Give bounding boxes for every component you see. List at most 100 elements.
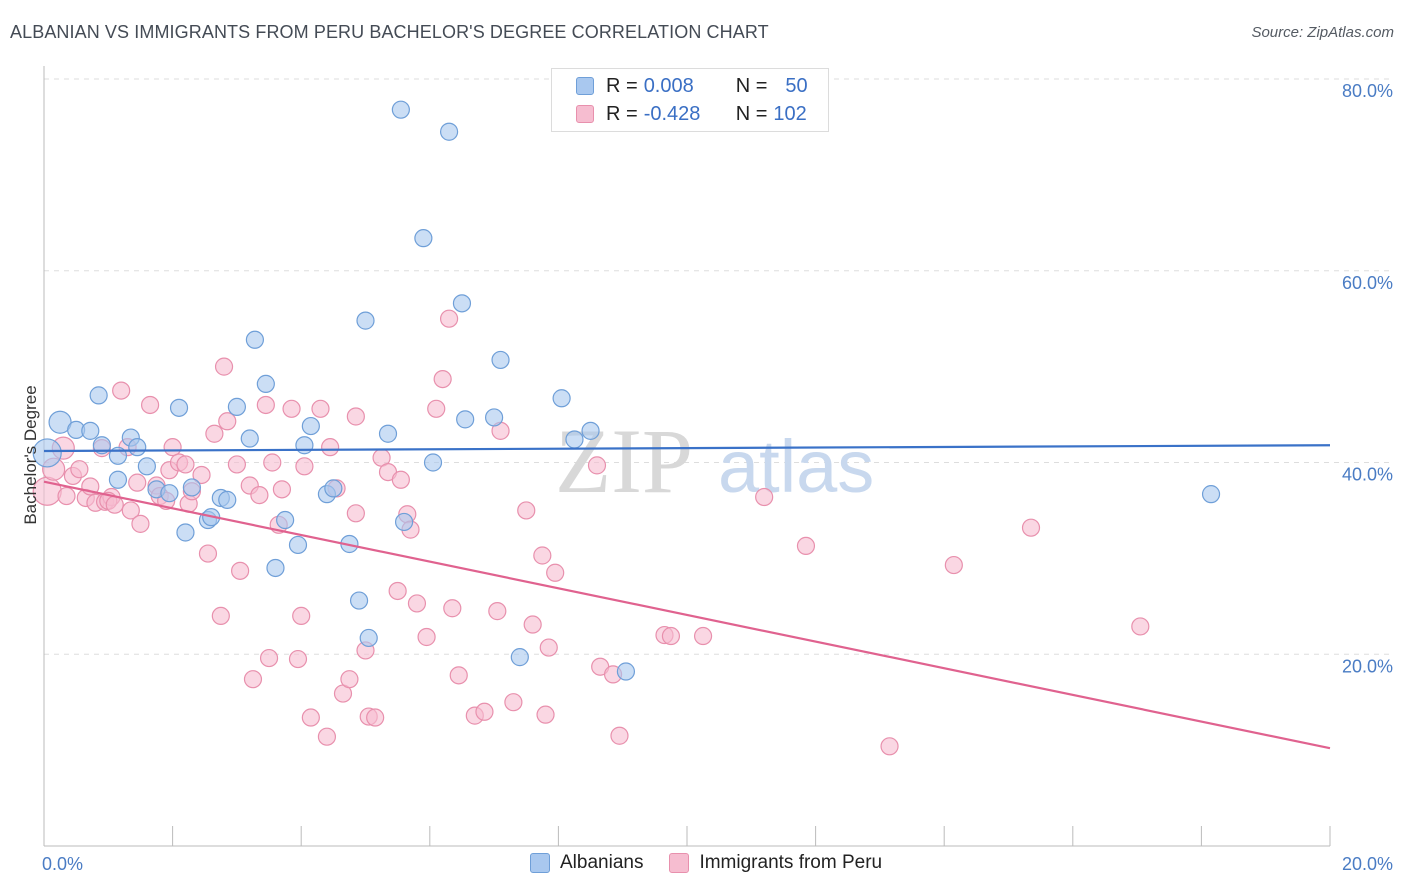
peru-point bbox=[523, 615, 542, 634]
albanians-point bbox=[137, 457, 156, 476]
albanians-point bbox=[276, 510, 295, 530]
albanians-point bbox=[456, 410, 475, 429]
peru-point bbox=[205, 424, 224, 443]
peru-point bbox=[57, 486, 76, 506]
peru-point bbox=[259, 648, 279, 668]
peru-point bbox=[321, 438, 340, 457]
peru-point bbox=[112, 381, 131, 400]
albanians-point bbox=[485, 408, 504, 427]
y-axis-label: Bachelor's Degree bbox=[21, 385, 40, 524]
peru-point bbox=[755, 487, 774, 507]
albanians-point bbox=[227, 397, 246, 416]
albanians-point bbox=[349, 591, 369, 610]
albanians-point bbox=[439, 122, 459, 141]
peru-point bbox=[128, 473, 147, 492]
y-tick-label: 80.0% bbox=[1342, 81, 1393, 101]
peru-point bbox=[340, 670, 359, 689]
peru-point bbox=[796, 536, 816, 556]
legend-n-label: N = bbox=[735, 102, 768, 125]
albanians-point bbox=[108, 470, 128, 489]
albanians-point bbox=[1201, 485, 1221, 504]
albanians-point bbox=[295, 436, 314, 455]
peru-point bbox=[587, 456, 607, 475]
albanians-point bbox=[32, 438, 62, 468]
peru-point bbox=[218, 412, 237, 431]
legend-r-value: 0.008 bbox=[643, 74, 694, 97]
watermark-zip: ZIP bbox=[555, 410, 693, 512]
stats-legend: R = 0.008 N = 50 R = -0.428 N = 102 bbox=[551, 68, 829, 132]
peru-point bbox=[661, 626, 681, 646]
peru-point bbox=[533, 546, 552, 565]
albanians-point bbox=[160, 484, 179, 503]
albanians-point bbox=[423, 453, 443, 472]
series-albanians-points bbox=[32, 100, 1221, 681]
albanians-point bbox=[182, 478, 201, 497]
watermark-atlas: atlas bbox=[718, 425, 874, 508]
albanians-point bbox=[452, 294, 472, 313]
peru-point bbox=[449, 666, 468, 685]
peru-point bbox=[439, 309, 459, 328]
peru-point bbox=[301, 708, 320, 727]
albanians-point bbox=[169, 398, 189, 417]
peru-point bbox=[256, 395, 275, 415]
peru-point bbox=[539, 638, 558, 657]
albanians-point bbox=[359, 628, 378, 648]
peru-point bbox=[211, 606, 230, 626]
peru-point bbox=[198, 544, 218, 563]
peru-point bbox=[388, 581, 407, 601]
peru-point bbox=[488, 602, 507, 621]
legend-item-albanians: Albanians bbox=[530, 852, 643, 874]
peru-point bbox=[391, 470, 410, 489]
peru-point bbox=[475, 702, 494, 721]
peru-point bbox=[227, 455, 246, 474]
peru-point bbox=[443, 599, 462, 618]
albanians-point bbox=[301, 416, 320, 436]
legend-r-label: R = bbox=[606, 74, 638, 97]
peru-point bbox=[131, 514, 150, 533]
peru-point bbox=[417, 627, 436, 647]
x-tick-label-min: 0.0% bbox=[42, 854, 83, 874]
chart-title: ALBANIAN VS IMMIGRANTS FROM PERU BACHELO… bbox=[10, 22, 769, 42]
tick-labels: 20.0% 40.0% 60.0% 80.0% 0.0% 20.0% bbox=[42, 81, 1393, 874]
peru-point bbox=[944, 555, 963, 575]
y-tick-label: 20.0% bbox=[1342, 656, 1393, 676]
peru-point bbox=[366, 708, 385, 727]
peru-point bbox=[192, 465, 211, 485]
albanians-point bbox=[48, 410, 72, 434]
albanians-point bbox=[266, 558, 285, 578]
source-label: Source: ZipAtlas.com bbox=[1251, 24, 1394, 41]
peru-point bbox=[346, 407, 365, 426]
legend-swatch-albanians bbox=[530, 853, 550, 873]
albanians-point bbox=[491, 350, 510, 370]
albanians-point bbox=[414, 229, 433, 248]
legend-row-peru: R = -0.428 N = 102 bbox=[576, 101, 807, 127]
albanians-point bbox=[552, 389, 571, 408]
albanians-trend-line bbox=[43, 444, 1331, 453]
trend-lines bbox=[43, 444, 1331, 750]
legend-n-label: N = bbox=[735, 74, 768, 97]
albanians-point bbox=[288, 535, 308, 555]
legend-item-peru: Immigrants from Peru bbox=[669, 852, 882, 874]
y-tick-label: 60.0% bbox=[1342, 273, 1393, 293]
peru-point bbox=[536, 705, 555, 724]
legend-n-value: 50 bbox=[785, 74, 808, 97]
x-tick-label-max: 20.0% bbox=[1342, 854, 1393, 874]
peru-trend-line bbox=[43, 480, 1331, 750]
albanians-point bbox=[324, 479, 343, 498]
albanians-point bbox=[394, 512, 414, 532]
albanians-point bbox=[245, 330, 265, 349]
albanians-point bbox=[240, 429, 259, 448]
albanians-point bbox=[128, 438, 147, 457]
legend-swatch-blue bbox=[576, 77, 594, 95]
watermark: ZIP atlas bbox=[555, 410, 874, 512]
legend-row-albanians: R = 0.008 N = 50 bbox=[576, 73, 808, 99]
legend-label-peru: Immigrants from Peru bbox=[699, 852, 883, 873]
peru-point bbox=[504, 693, 523, 712]
peru-point bbox=[105, 495, 124, 514]
peru-point bbox=[243, 670, 263, 689]
albanians-point bbox=[92, 436, 111, 455]
albanians-point bbox=[378, 424, 398, 443]
legend-swatch-pink bbox=[576, 105, 594, 123]
albanians-point bbox=[176, 523, 195, 542]
